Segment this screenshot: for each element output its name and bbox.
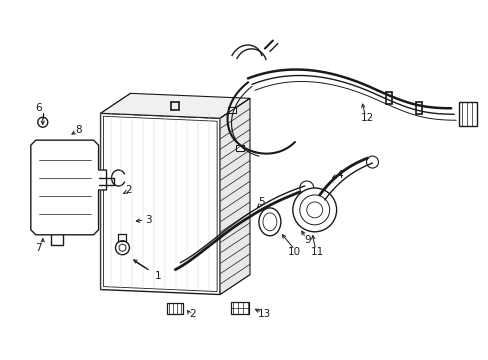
Bar	[458, 102, 476, 126]
Polygon shape	[31, 140, 106, 235]
Circle shape	[115, 241, 129, 255]
Ellipse shape	[263, 213, 276, 231]
Bar	[167, 302, 183, 315]
Text: 3: 3	[145, 215, 151, 225]
Circle shape	[299, 195, 329, 225]
Text: 2: 2	[188, 310, 195, 319]
Circle shape	[119, 244, 126, 251]
Text: 8: 8	[75, 125, 82, 135]
Text: 13: 13	[258, 310, 271, 319]
Ellipse shape	[259, 208, 280, 236]
Text: 7: 7	[36, 243, 42, 253]
Text: 10: 10	[287, 247, 301, 257]
Polygon shape	[101, 93, 249, 118]
Circle shape	[306, 202, 322, 218]
Text: 12: 12	[360, 113, 373, 123]
Bar	[227, 107, 236, 113]
Text: 9: 9	[304, 235, 310, 245]
Polygon shape	[220, 98, 249, 294]
Circle shape	[299, 181, 313, 195]
Circle shape	[292, 188, 336, 232]
Text: 5: 5	[258, 197, 264, 207]
Text: 6: 6	[36, 103, 42, 113]
Bar	[230, 302, 248, 315]
Text: 11: 11	[310, 247, 324, 257]
Text: 4: 4	[336, 170, 342, 180]
Circle shape	[366, 156, 378, 168]
Bar	[236, 145, 244, 151]
Text: 2: 2	[125, 185, 131, 195]
Circle shape	[38, 117, 48, 127]
Text: 1: 1	[155, 271, 162, 281]
